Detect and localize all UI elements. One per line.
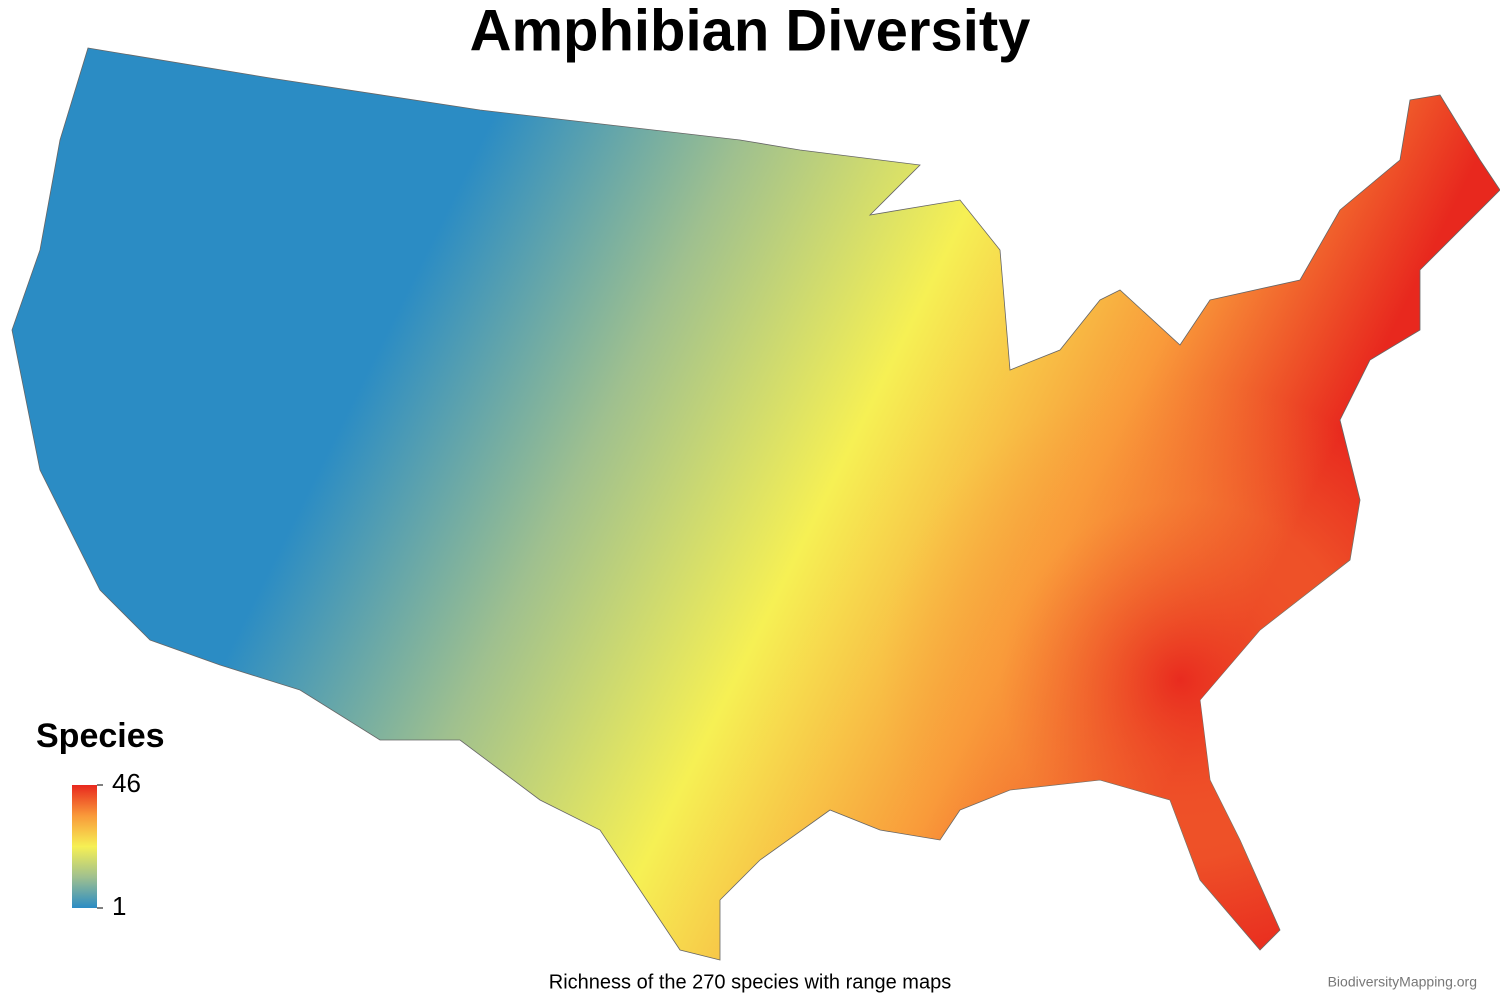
colorbar-tick-label: 1 xyxy=(112,891,126,921)
caption: Richness of the 270 species with range m… xyxy=(549,971,951,993)
colorbar-tick-label: 46 xyxy=(112,768,141,798)
legend-title: Species xyxy=(36,717,165,755)
credit: BiodiversityMapping.org xyxy=(1328,974,1477,990)
title: Amphibian Diversity xyxy=(470,0,1031,63)
map-hotspot xyxy=(12,48,1500,960)
colorbar xyxy=(72,785,97,908)
